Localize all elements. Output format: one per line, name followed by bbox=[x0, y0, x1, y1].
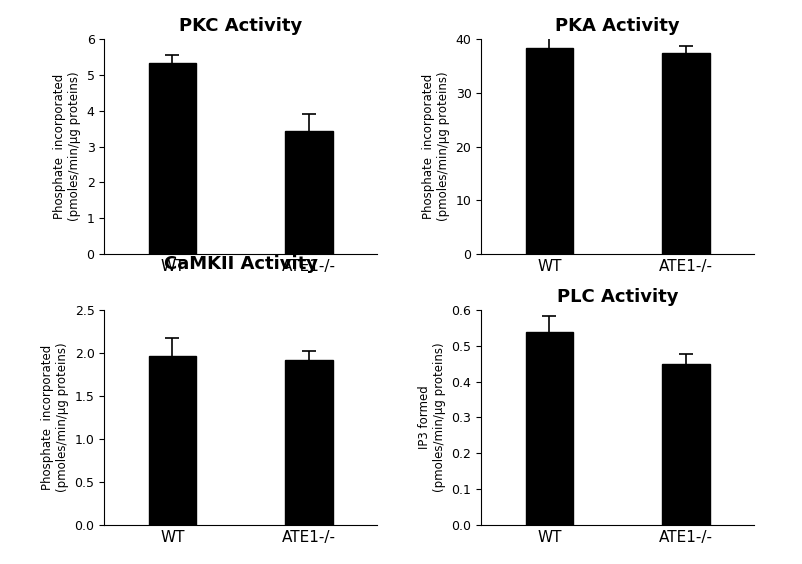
Y-axis label: Phosphate  incorporated
(pmoles/min/μg proteins): Phosphate incorporated (pmoles/min/μg pr… bbox=[41, 342, 69, 492]
Y-axis label: Phosphate  incorporated
(pmoles/min/μg proteins): Phosphate incorporated (pmoles/min/μg pr… bbox=[422, 72, 450, 222]
Y-axis label: IP3 formed
(pmoles/min/μg proteins): IP3 formed (pmoles/min/μg proteins) bbox=[418, 342, 446, 492]
Bar bbox=[285, 131, 333, 254]
Title: PKC Activity: PKC Activity bbox=[179, 17, 302, 35]
Title: PLC Activity: PLC Activity bbox=[557, 288, 678, 306]
Bar bbox=[525, 47, 573, 254]
Bar bbox=[662, 364, 710, 525]
Y-axis label: Phosphate  incorporated
(pmoles/min/μg proteins): Phosphate incorporated (pmoles/min/μg pr… bbox=[53, 72, 81, 222]
Bar bbox=[662, 53, 710, 254]
Title: PKA Activity: PKA Activity bbox=[555, 17, 680, 35]
Title: CaMKII Activity: CaMKII Activity bbox=[164, 254, 318, 272]
Bar bbox=[285, 360, 333, 525]
Bar bbox=[525, 332, 573, 525]
Bar bbox=[148, 356, 196, 525]
Bar bbox=[148, 63, 196, 254]
